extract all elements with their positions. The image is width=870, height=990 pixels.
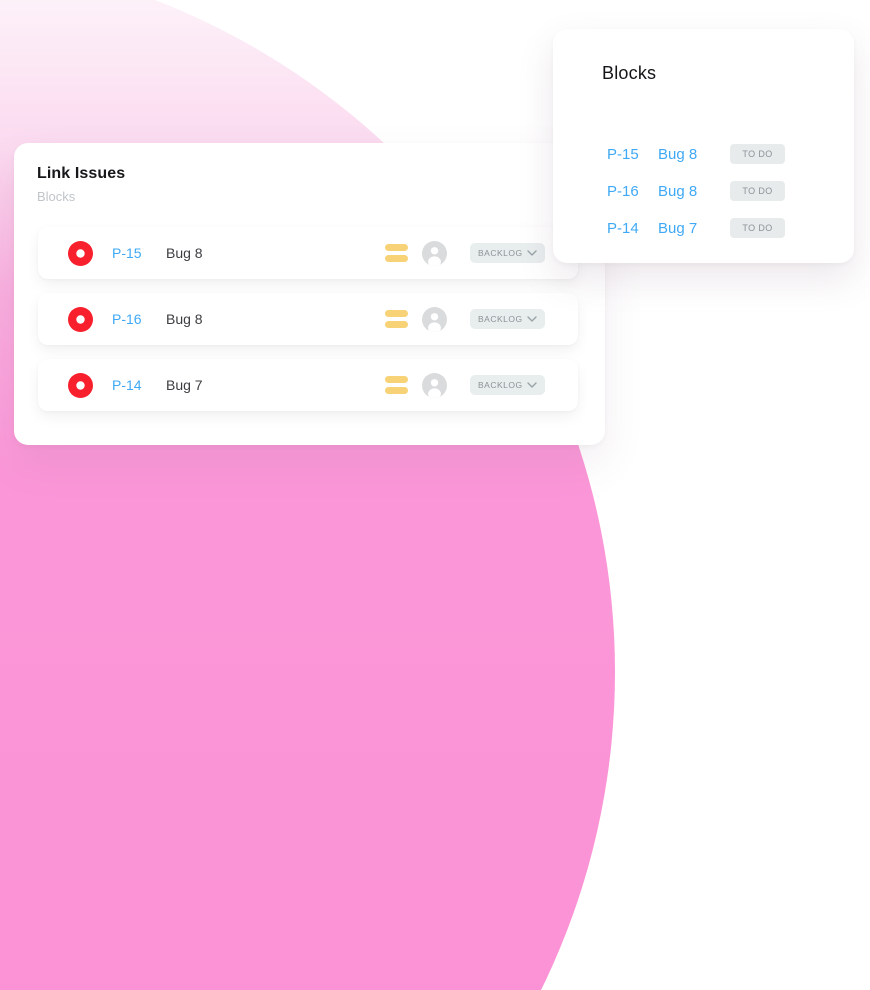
issue-type-icon: [68, 372, 93, 398]
status-badge-label: TO DO: [742, 149, 773, 159]
blocks-card: Blocks P-15 Bug 8 TO DO P-16 Bug 8 TO DO…: [553, 29, 854, 263]
card-title: Link Issues: [37, 165, 126, 182]
link-issues-card: Link Issues Blocks P-15 Bug 8 BACKLOG P-…: [14, 143, 605, 445]
issue-title-link[interactable]: Bug 7: [658, 219, 698, 237]
priority-icon: [385, 310, 408, 328]
chevron-down-icon: [527, 316, 537, 322]
issue-key-link[interactable]: P-16: [112, 311, 142, 327]
assignee-avatar[interactable]: [422, 306, 447, 332]
issue-key-link[interactable]: P-15: [607, 145, 639, 163]
issue-row[interactable]: P-14 Bug 7 BACKLOG: [38, 359, 578, 411]
status-badge-label: TO DO: [742, 186, 773, 196]
priority-icon: [385, 376, 408, 394]
status-select-value: BACKLOG: [478, 314, 523, 324]
issue-title-link[interactable]: Bug 8: [658, 145, 698, 163]
status-select-value: BACKLOG: [478, 248, 523, 258]
issue-key-link[interactable]: P-14: [112, 377, 142, 393]
issue-row[interactable]: P-15 Bug 8 BACKLOG: [38, 227, 578, 279]
issue-title: Bug 8: [166, 245, 203, 261]
blocks-card-title: Blocks: [602, 63, 657, 83]
assignee-avatar[interactable]: [422, 372, 447, 398]
link-type-label: Blocks: [37, 189, 76, 204]
priority-icon: [385, 244, 408, 262]
issue-key-link[interactable]: P-15: [112, 245, 142, 261]
issue-type-icon: [68, 240, 93, 266]
chevron-down-icon: [527, 250, 537, 256]
issue-title-link[interactable]: Bug 8: [658, 182, 698, 200]
blocked-issue-row[interactable]: P-15 Bug 8 TO DO: [607, 143, 842, 165]
status-badge: TO DO: [730, 181, 785, 201]
issue-key-link[interactable]: P-16: [607, 182, 639, 200]
issue-key-link[interactable]: P-14: [607, 219, 639, 237]
assignee-avatar[interactable]: [422, 240, 447, 266]
status-badge: TO DO: [730, 144, 785, 164]
issue-row[interactable]: P-16 Bug 8 BACKLOG: [38, 293, 578, 345]
blocked-issue-row[interactable]: P-14 Bug 7 TO DO: [607, 217, 842, 239]
status-select[interactable]: BACKLOG: [470, 375, 545, 395]
issue-type-icon: [68, 306, 93, 332]
issue-title: Bug 8: [166, 311, 203, 327]
status-select[interactable]: BACKLOG: [470, 243, 545, 263]
status-badge-label: TO DO: [742, 223, 773, 233]
status-select[interactable]: BACKLOG: [470, 309, 545, 329]
blocked-issue-row[interactable]: P-16 Bug 8 TO DO: [607, 180, 842, 202]
issue-title: Bug 7: [166, 377, 203, 393]
status-badge: TO DO: [730, 218, 785, 238]
status-select-value: BACKLOG: [478, 380, 523, 390]
chevron-down-icon: [527, 382, 537, 388]
